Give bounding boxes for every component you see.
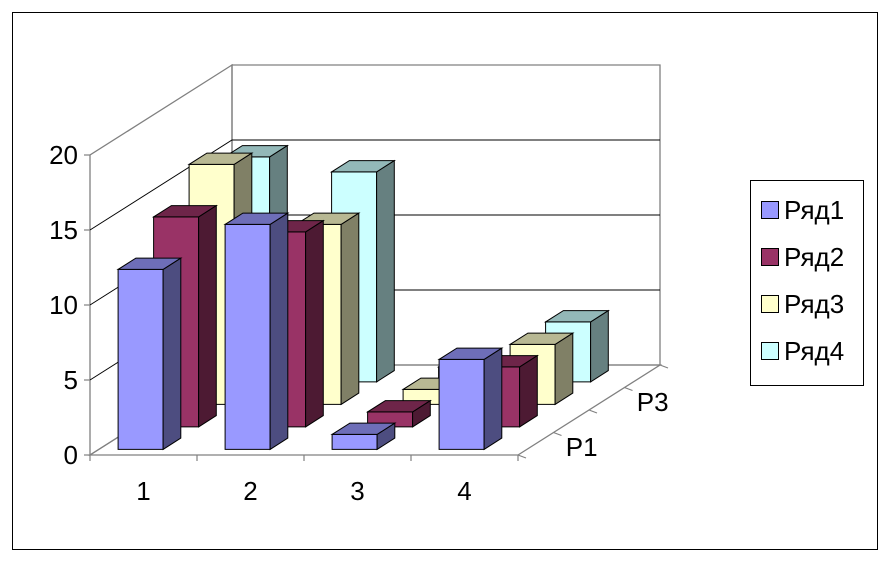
depth-tick-mark xyxy=(517,454,527,459)
y-tick-label: 5 xyxy=(64,365,78,395)
x-tick-label: 4 xyxy=(457,476,471,506)
bar-series-1-cat-3 xyxy=(330,422,397,451)
depth-tick-label: P3 xyxy=(637,387,669,417)
depth-tick-mark xyxy=(553,431,562,437)
legend-label-series-4: Ряд4 xyxy=(784,335,845,366)
depth-tick-mark xyxy=(588,409,598,414)
gridline xyxy=(89,139,660,231)
legend-swatch-series-4 xyxy=(761,342,779,360)
y-tick-label: 10 xyxy=(49,290,78,320)
depth-tick-mark xyxy=(659,364,669,369)
x-tick-label: 3 xyxy=(350,476,364,506)
bar-series-2-cat-3 xyxy=(365,399,433,428)
depth-tick-label: P1 xyxy=(566,432,598,462)
bar-series-1-cat-1 xyxy=(116,257,183,451)
x-tick-label: 1 xyxy=(136,476,150,506)
x-tick-label: 2 xyxy=(243,476,257,506)
chart-bars xyxy=(116,144,611,451)
chart-tick-labels: 0 5 10 15 20 1 2 3 4 P1 P3 xyxy=(49,140,668,506)
bar-series-1-cat-2 xyxy=(223,212,290,451)
chart-legend: Ряд1 Ряд2 Ряд3 Ряд4 xyxy=(750,180,864,386)
legend-label-series-2: Ряд2 xyxy=(784,241,845,272)
legend-swatch-series-1 xyxy=(761,201,779,219)
y-tick-label: 0 xyxy=(64,440,78,470)
depth-tick-mark xyxy=(624,386,633,392)
bar-series-1-cat-4 xyxy=(437,347,504,451)
legend-item-series-1: Ряд1 xyxy=(761,190,844,230)
y-tick-label: 15 xyxy=(49,215,78,245)
legend-swatch-series-3 xyxy=(761,295,779,313)
legend-item-series-2: Ряд2 xyxy=(761,237,844,277)
legend-label-series-1: Ряд1 xyxy=(784,194,845,225)
legend-item-series-4: Ряд4 xyxy=(761,331,844,371)
y-tick-label: 20 xyxy=(49,140,78,170)
legend-swatch-series-2 xyxy=(761,248,779,266)
legend-item-series-3: Ряд3 xyxy=(761,284,844,324)
legend-label-series-3: Ряд3 xyxy=(784,288,845,319)
